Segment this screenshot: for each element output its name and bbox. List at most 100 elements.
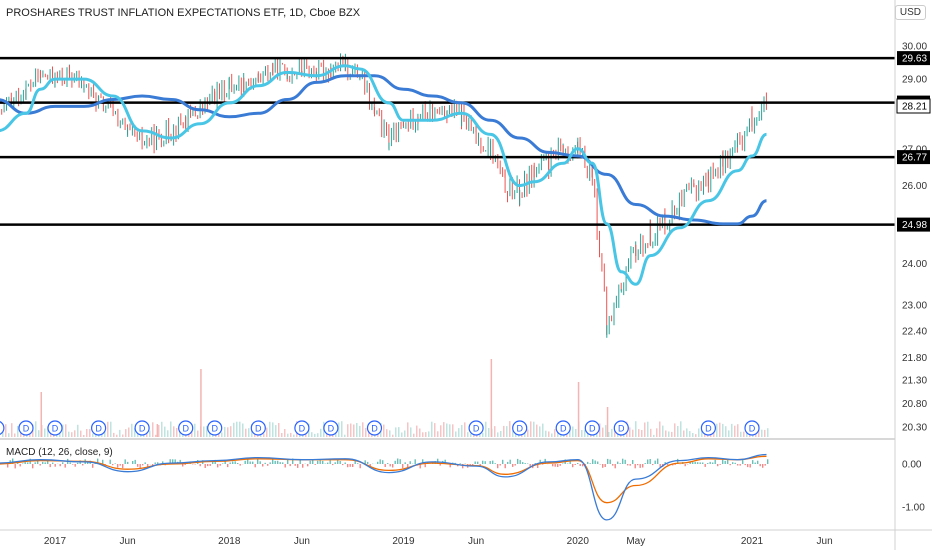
volume-bar: [86, 429, 88, 437]
macd-histogram-bar: [749, 464, 751, 468]
macd-histogram-bar: [232, 461, 234, 464]
svg-text:D: D: [52, 424, 59, 434]
volume-bar: [494, 426, 496, 437]
volume-bar: [512, 430, 514, 437]
moving-averages: [0, 64, 768, 286]
volume-bar: [290, 432, 292, 437]
dividend-marker[interactable]: D: [250, 420, 266, 436]
macd-histogram-bar: [72, 464, 74, 465]
volume-bar: [761, 429, 763, 437]
volume-spike: [200, 369, 202, 437]
volume-bar: [131, 423, 133, 437]
macd-histogram-bar: [262, 464, 264, 467]
macd-histogram-bar: [732, 462, 734, 464]
macd-histogram-bar: [419, 464, 421, 469]
volume-bar: [224, 426, 226, 437]
macd-histogram-bar: [444, 459, 446, 464]
volume-bar: [674, 423, 676, 437]
volume-bar: [275, 425, 277, 437]
volume-bar: [197, 430, 199, 437]
volume-bar: [164, 426, 166, 437]
volume-bar: [455, 431, 457, 437]
volume-bar: [407, 422, 409, 437]
volume-bar: [338, 422, 340, 437]
macd-histogram-bar: [569, 460, 571, 464]
volume-bar: [725, 426, 727, 437]
macd-histogram-bar: [424, 464, 426, 468]
macd-histogram-bar: [614, 464, 616, 469]
time-tick-label: May: [626, 536, 645, 547]
time-axis: 2017 Jun 2018 Jun 2019 Jun 2020 May 2021 Jun: [44, 536, 833, 547]
dividend-marker[interactable]: D: [47, 420, 63, 436]
dividend-marker[interactable]: D: [468, 420, 484, 436]
macd-histogram-bar: [492, 460, 494, 464]
volume-bar: [533, 421, 535, 437]
macd-histogram-bar: [69, 462, 71, 464]
dividend-marker[interactable]: D: [178, 420, 194, 436]
volume-bar: [650, 428, 652, 437]
volume-bar: [230, 426, 232, 437]
volume-bar: [614, 429, 616, 437]
dividend-marker[interactable]: D: [555, 420, 571, 436]
svg-text:D: D: [255, 424, 262, 434]
svg-text:D: D: [560, 424, 567, 434]
dividend-marker[interactable]: D: [512, 420, 528, 436]
volume-bar: [473, 433, 475, 437]
dividend-marker[interactable]: D: [584, 420, 600, 436]
volume-bar: [266, 427, 268, 437]
dividend-marker[interactable]: D: [700, 420, 717, 436]
volume-bar: [743, 431, 745, 437]
volume-bar: [149, 430, 151, 437]
volume-spike: [606, 407, 609, 437]
volume-bar: [83, 435, 85, 437]
volume-bar: [443, 422, 445, 437]
macd-histogram-bar: [482, 460, 484, 464]
volume-bar: [692, 433, 694, 437]
level-price-label: 26.77: [897, 150, 930, 165]
dividend-marker[interactable]: D: [613, 420, 629, 436]
volume-bar: [242, 423, 244, 437]
macd-histogram-bar: [319, 460, 321, 464]
dividend-marker[interactable]: D: [294, 420, 310, 436]
macd-histogram-bar: [554, 464, 556, 467]
macd-histogram-bar: [624, 459, 626, 464]
dividend-marker[interactable]: D: [18, 420, 34, 436]
dividend-marker[interactable]: D: [90, 420, 107, 436]
svg-text:29.63: 29.63: [902, 54, 927, 65]
macd-histogram-bar: [587, 461, 589, 464]
price-tick-label: 27.00: [902, 144, 927, 155]
macd-histogram-bar: [757, 460, 759, 464]
volume-spike: [156, 424, 159, 437]
volume-bar: [134, 428, 136, 437]
chart-title: PROSHARES TRUST INFLATION EXPECTATIONS E…: [6, 7, 361, 19]
dividend-marker[interactable]: D: [134, 420, 150, 436]
macd-histogram-bar: [234, 461, 236, 464]
macd-histogram-bar: [517, 458, 519, 464]
macd-histogram-bar: [279, 462, 281, 464]
dividend-marker[interactable]: D: [207, 420, 223, 436]
macd-line: [0, 453, 767, 521]
macd-histogram-bar: [422, 459, 424, 464]
volume-bar: [698, 428, 700, 437]
macd-histogram-bar: [612, 464, 614, 466]
macd-histogram-bar: [257, 459, 259, 464]
macd-histogram-bar: [154, 462, 156, 464]
volume-bar: [416, 425, 418, 437]
volume-bar: [467, 432, 469, 437]
macd-histogram-bar: [12, 458, 14, 464]
macd-histogram-bar: [137, 464, 139, 467]
dividend-marker[interactable]: D: [744, 420, 760, 436]
svg-text:D: D: [139, 424, 146, 434]
macd-histogram-bar: [389, 464, 391, 467]
volume-bar: [464, 422, 466, 437]
macd-histogram-bar: [709, 461, 711, 464]
volume-bar: [47, 426, 49, 437]
dividend-marker[interactable]: D: [0, 421, 5, 435]
volume-bar: [350, 423, 352, 437]
dividend-marker[interactable]: D: [366, 420, 383, 436]
volume-bar: [569, 430, 571, 437]
macd-histogram-bar: [379, 459, 381, 464]
macd-histogram-bar: [729, 464, 731, 466]
dividend-marker[interactable]: D: [323, 420, 339, 436]
